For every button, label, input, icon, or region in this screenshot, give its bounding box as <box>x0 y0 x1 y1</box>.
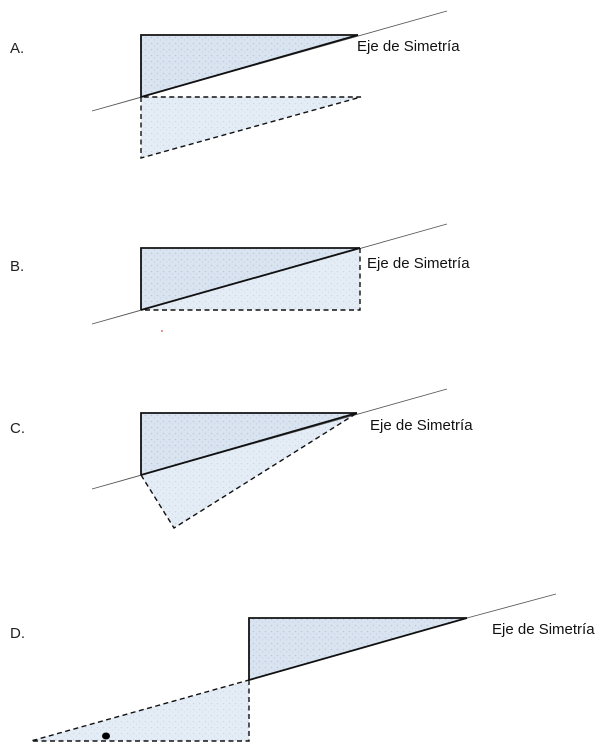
option-a-axis-label: Eje de Simetría <box>357 38 460 55</box>
option-b: B. Eje de Simetría <box>10 223 470 332</box>
option-c-original-outline <box>140 412 357 475</box>
option-d-original-outline <box>248 617 467 680</box>
option-d-reflected-outline <box>30 679 250 742</box>
option-c-axis-label: Eje de Simetría <box>370 417 473 434</box>
option-b-axis-label: Eje de Simetría <box>367 255 470 272</box>
option-b-original-outline <box>140 247 360 310</box>
option-d: D. Eje de Simetría <box>10 593 595 742</box>
option-d-letter: D. <box>10 625 25 642</box>
option-d-axis-label: Eje de Simetría <box>492 621 595 638</box>
option-c-reflected-shape <box>141 413 357 528</box>
option-b-hypotenuse <box>140 247 361 311</box>
option-c-hypotenuse <box>140 412 358 476</box>
option-d-axis-line <box>466 593 557 619</box>
option-c: C. Eje de Simetría <box>10 388 473 529</box>
option-c-reflected-outline <box>140 412 358 529</box>
option-b-letter: B. <box>10 258 24 275</box>
option-d-dot-mark <box>102 732 110 740</box>
option-d-hypotenuse <box>248 617 468 681</box>
option-a-letter: A. <box>10 40 24 57</box>
option-b-reflected-outline <box>141 248 361 311</box>
option-a-original-outline <box>140 34 358 97</box>
option-c-letter: C. <box>10 420 25 437</box>
option-a-hypotenuse <box>140 34 359 98</box>
option-a-reflected-outline <box>140 96 362 159</box>
option-b-stray-mark <box>161 330 163 332</box>
option-a: A. Eje de Simetría <box>10 10 460 159</box>
